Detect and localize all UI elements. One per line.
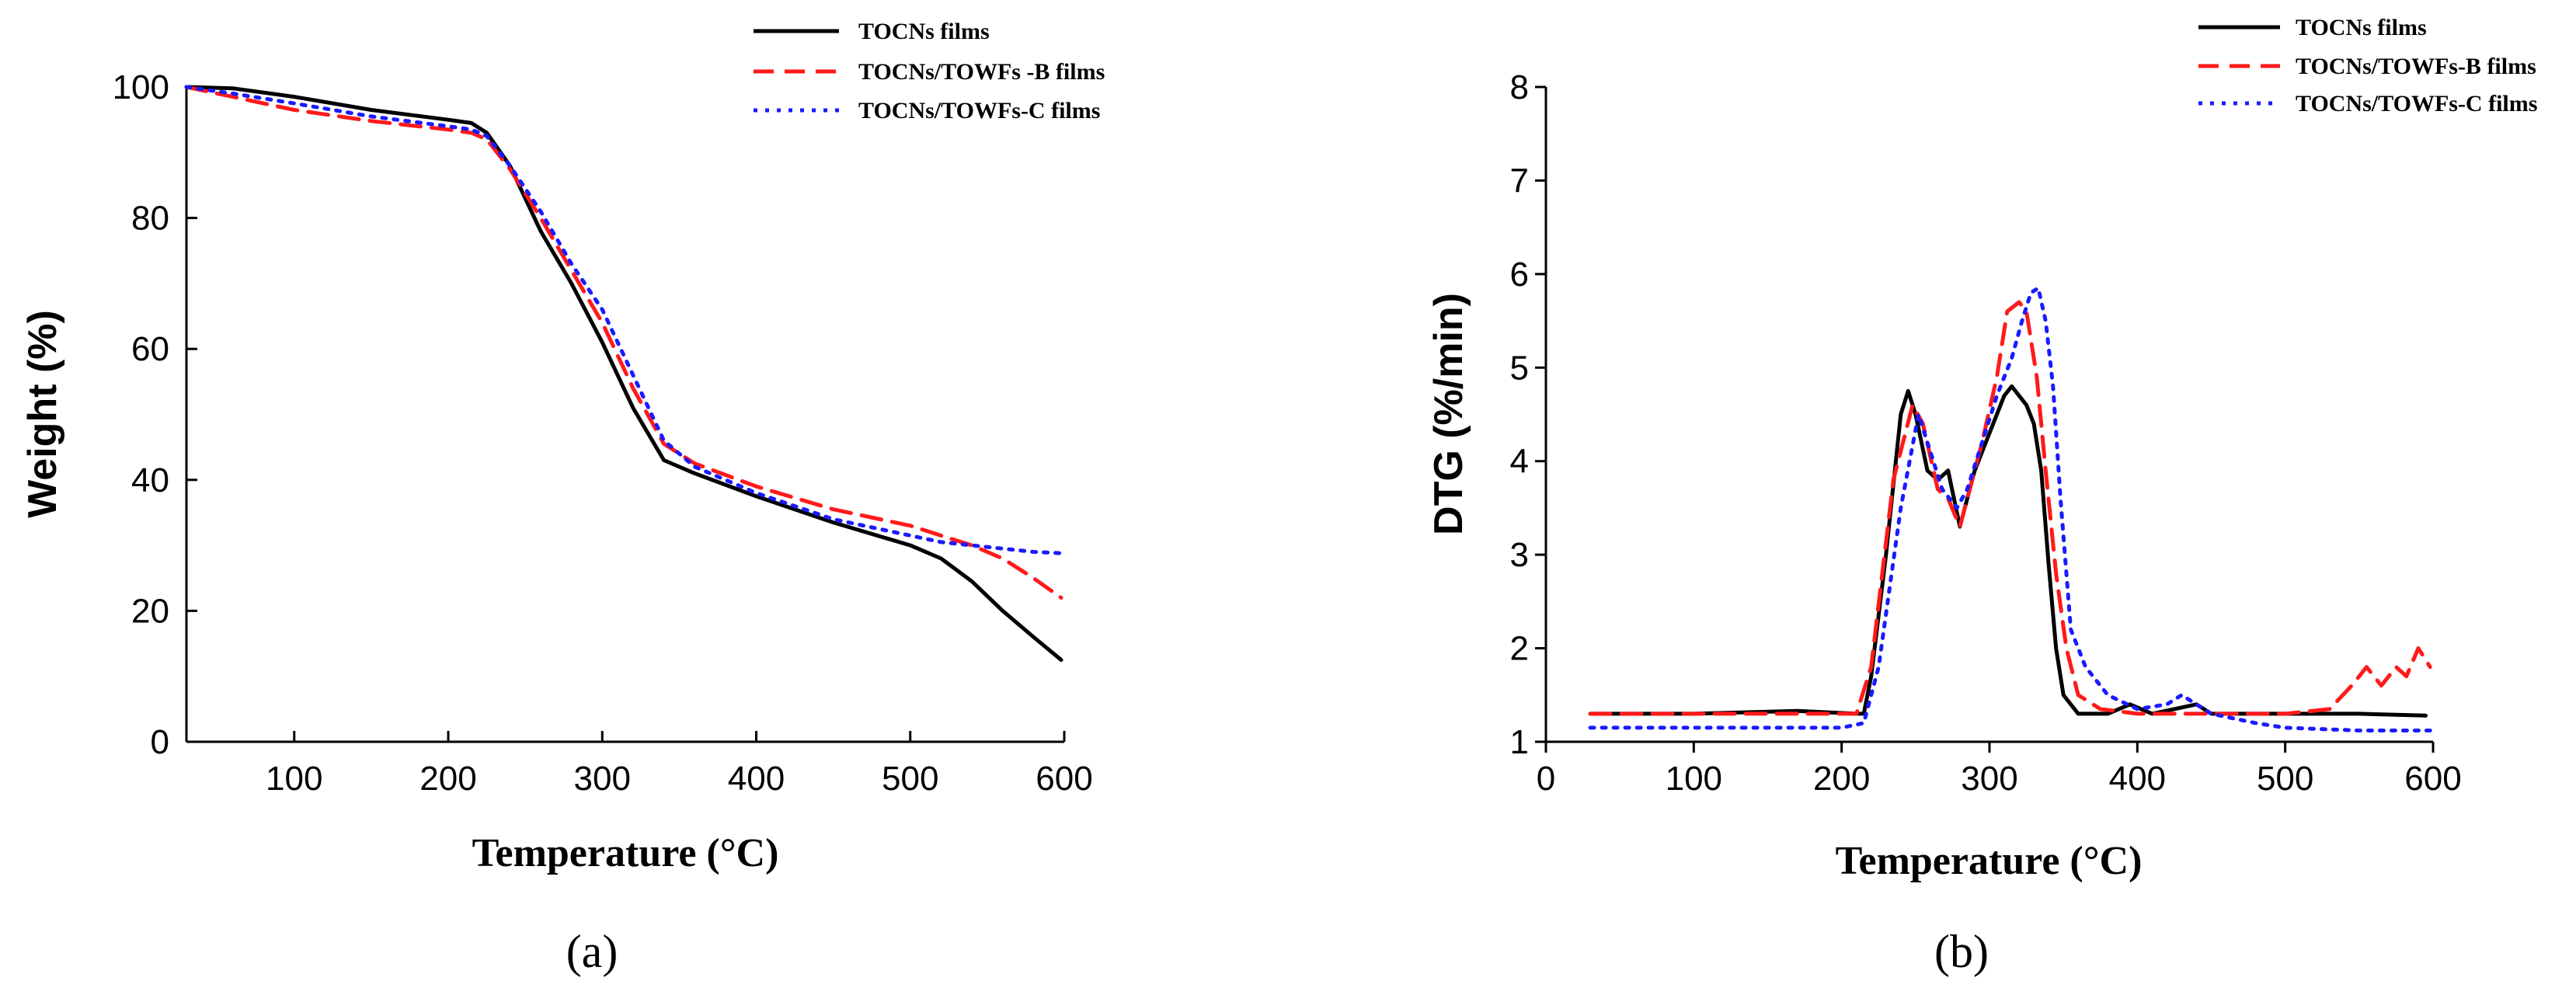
x-tick-label: 400 (728, 760, 785, 798)
legend: TOCNs films TOCNs/TOWFs -B films TOCNs/T… (754, 19, 1105, 124)
x-ticks: 0 100 200 300 400 500 600 (1537, 742, 2462, 798)
series-group (1588, 286, 2432, 732)
y-tick-label: 60 (131, 330, 169, 368)
y-tick-label: 80 (131, 200, 169, 238)
y-tick-label: 0 (151, 723, 169, 761)
legend-label: TOCNs/TOWFs-B films (2296, 54, 2536, 79)
y-tick-label: 3 (1510, 536, 1529, 574)
y-tick-label: 100 (113, 68, 169, 106)
x-tick-label: 200 (1813, 760, 1870, 798)
series-line-2 (1588, 300, 2432, 716)
series-line-3 (184, 85, 1063, 555)
x-tick-label: 300 (574, 760, 631, 798)
x-tick-label: 200 (419, 760, 476, 798)
y-tick-label: 5 (1510, 349, 1529, 387)
x-tick-label: 300 (1961, 760, 2017, 798)
legend-label: TOCNs/TOWFs-C films (858, 98, 1100, 124)
x-tick-label: 100 (1666, 760, 1722, 798)
y-tick-label: 20 (131, 592, 169, 630)
x-tick-label: 100 (266, 760, 322, 798)
x-axis-title: Temperature (°C) (472, 831, 779, 875)
x-tick-label: 600 (1036, 760, 1092, 798)
y-axis-title: DTG (%/min) (1426, 293, 1471, 535)
y-ticks: 1 2 3 4 5 6 7 8 (1510, 68, 1546, 761)
x-tick-label: 500 (882, 760, 938, 798)
legend-label: TOCNs/TOWFs-C films (2296, 91, 2537, 117)
y-axis-title: Weight (%) (20, 310, 65, 518)
series-line-1 (184, 85, 1063, 663)
y-tick-label: 2 (1510, 630, 1529, 668)
series-group (184, 85, 1063, 663)
series-line-2 (184, 85, 1063, 600)
x-axis-title: Temperature (°C) (1836, 839, 2143, 883)
legend-label: TOCNs/TOWFs -B films (858, 59, 1105, 85)
x-tick-label: 400 (2109, 760, 2166, 798)
x-tick-label: 600 (2404, 760, 2461, 798)
y-ticks: 0 20 40 60 80 100 (113, 68, 197, 761)
x-tick-label: 0 (1537, 760, 1555, 798)
y-tick-label: 40 (131, 461, 169, 499)
x-ticks: 100 200 300 400 500 600 (266, 731, 1093, 798)
panel-label: (a) (566, 926, 618, 977)
series-line-1 (1588, 384, 2428, 718)
x-tick-label: 500 (2257, 760, 2313, 798)
legend: TOCNs films TOCNs/TOWFs-B films TOCNs/TO… (2198, 15, 2537, 117)
y-tick-label: 6 (1510, 256, 1529, 294)
y-tick-label: 4 (1510, 443, 1529, 481)
y-tick-label: 8 (1510, 68, 1529, 106)
y-tick-label: 7 (1510, 162, 1529, 200)
panel-label: (b) (1934, 926, 1989, 977)
chart-dtg: 0 100 200 300 400 500 600 1 2 3 4 5 6 7 8 Temperature… (1426, 15, 2537, 977)
legend-label: TOCNs films (2296, 15, 2427, 40)
y-tick-label: 1 (1510, 723, 1529, 761)
legend-label: TOCNs films (858, 19, 990, 44)
chart-weight: 100 200 300 400 500 600 0 20 40 60 80 100 Temperat… (20, 19, 1105, 977)
series-line-3 (1588, 286, 2432, 732)
